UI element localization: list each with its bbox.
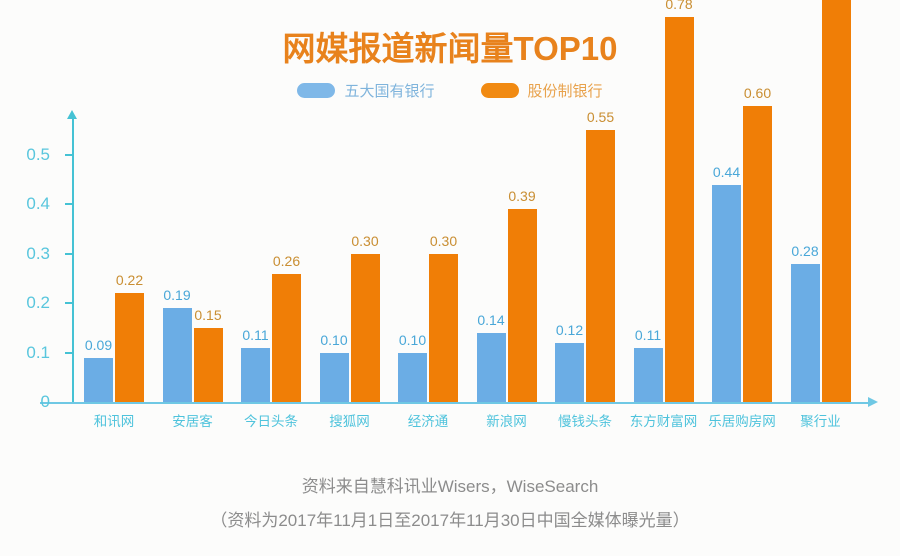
bar-blue bbox=[712, 184, 741, 402]
y-axis-tick-label: 0.5 bbox=[26, 145, 50, 164]
x-axis-category-label: 和讯网 bbox=[93, 414, 135, 429]
bar-value-label: 0.19 bbox=[163, 287, 191, 304]
y-axis-tick-label: 0.4 bbox=[26, 194, 50, 214]
bar-blue bbox=[398, 352, 427, 402]
bar-blue bbox=[241, 347, 270, 402]
bar-orange bbox=[821, 0, 851, 402]
bar-orange bbox=[272, 273, 301, 402]
bar-value-label: 0.10 bbox=[398, 331, 427, 348]
bar-value-label: 0.11 bbox=[634, 326, 662, 343]
y-axis-tick-label: 0 bbox=[40, 392, 50, 411]
bar-value-label: 0.10 bbox=[320, 331, 348, 348]
legend-label-joint-stock-banks: 股份制银行 bbox=[527, 83, 603, 100]
x-axis-category-label: 搜狐网 bbox=[329, 414, 370, 429]
y-axis-tick-label: 0.3 bbox=[26, 243, 50, 263]
plot-area: 0 0.1 0.2 0.3 0.4 0.5 0.09 0.22 0.19 0.15 0.11 0.2… bbox=[26, 0, 878, 429]
footnote-source: 资料来自慧科讯业Wisers，WiseSearch bbox=[301, 477, 599, 496]
bar-value-label: 0.78 bbox=[665, 0, 693, 12]
bar-value-label: 0.26 bbox=[272, 252, 301, 269]
bar-orange bbox=[429, 253, 458, 402]
x-axis-category-label: 东方财富网 bbox=[629, 414, 698, 429]
bar-blue bbox=[555, 342, 584, 402]
bar-value-label: 0.11 bbox=[242, 326, 269, 343]
legend-item-joint-stock-banks: 股份制银行 bbox=[480, 80, 603, 101]
legend-swatch-orange-icon bbox=[480, 83, 519, 98]
bar-value-label: 0.15 bbox=[194, 306, 222, 323]
bar-orange bbox=[115, 293, 144, 402]
bar-value-label: 0.44 bbox=[712, 163, 741, 180]
y-axis-tick-mark bbox=[65, 203, 73, 206]
legend-label-state-banks: 五大国有银行 bbox=[344, 83, 435, 100]
bar-orange bbox=[350, 253, 380, 402]
x-axis-line bbox=[40, 402, 870, 404]
y-axis-tick-mark bbox=[65, 154, 73, 156]
bar-orange bbox=[193, 327, 223, 402]
bar-blue bbox=[633, 347, 663, 402]
legend-item-state-banks: 五大国有银行 bbox=[297, 80, 435, 101]
bar-orange bbox=[664, 16, 694, 402]
bar-blue bbox=[319, 352, 349, 402]
bar-orange bbox=[586, 130, 615, 402]
bar-value-label: 0.30 bbox=[351, 232, 379, 249]
y-axis-line bbox=[72, 118, 74, 403]
legend-swatch-blue-icon bbox=[297, 83, 336, 98]
bar-value-label: 0.28 bbox=[791, 242, 819, 259]
chart-footnotes: 资料来自慧科讯业Wisers，WiseSearch （资料为2017年11月1日… bbox=[0, 470, 900, 538]
chart-title: 网媒报道新闻量TOP10 bbox=[282, 30, 618, 67]
y-axis-arrow-icon bbox=[67, 110, 77, 119]
bar-blue bbox=[790, 263, 820, 402]
bar-value-label: 0.22 bbox=[115, 272, 144, 289]
y-axis-tick-mark bbox=[65, 351, 73, 354]
x-axis-category-label: 安居客 bbox=[172, 414, 213, 429]
footnote-period: （资料为2017年11月1日至2017年11月30日中国全媒体曝光量） bbox=[210, 511, 690, 530]
bar-value-label: 0.09 bbox=[84, 336, 113, 353]
x-axis-category-label: 今日头条 bbox=[244, 414, 298, 429]
x-axis-category-label: 慢钱头条 bbox=[558, 414, 612, 429]
bar-blue bbox=[476, 332, 506, 402]
bar-value-label: 0.55 bbox=[586, 109, 615, 126]
y-axis-tick-label: 0.2 bbox=[26, 293, 50, 313]
y-axis-tick-label: 0.1 bbox=[26, 342, 50, 362]
x-axis-category-label: 新浪网 bbox=[486, 414, 527, 429]
x-axis-arrow-icon bbox=[868, 397, 878, 407]
bar-value-label: 0.12 bbox=[555, 321, 584, 338]
y-axis-tick-mark bbox=[65, 302, 73, 305]
bar-value-label: 0.39 bbox=[508, 188, 536, 205]
x-axis-category-label: 聚行业 bbox=[800, 414, 841, 429]
bar-value-label: 0.14 bbox=[477, 311, 505, 328]
bar-orange bbox=[507, 209, 537, 402]
chart-legend: 五大国有银行 股份制银行 bbox=[0, 80, 900, 101]
bar-blue bbox=[162, 308, 192, 402]
y-axis-tick-mark bbox=[65, 252, 73, 255]
bar-value-label: 0.60 bbox=[743, 84, 772, 101]
bar-orange bbox=[743, 105, 772, 402]
x-axis-category-label: 乐居购房网 bbox=[708, 414, 776, 429]
bar-value-label: 0.30 bbox=[429, 232, 458, 249]
x-axis-category-label: 经济通 bbox=[407, 414, 449, 429]
bar-blue bbox=[84, 357, 113, 402]
